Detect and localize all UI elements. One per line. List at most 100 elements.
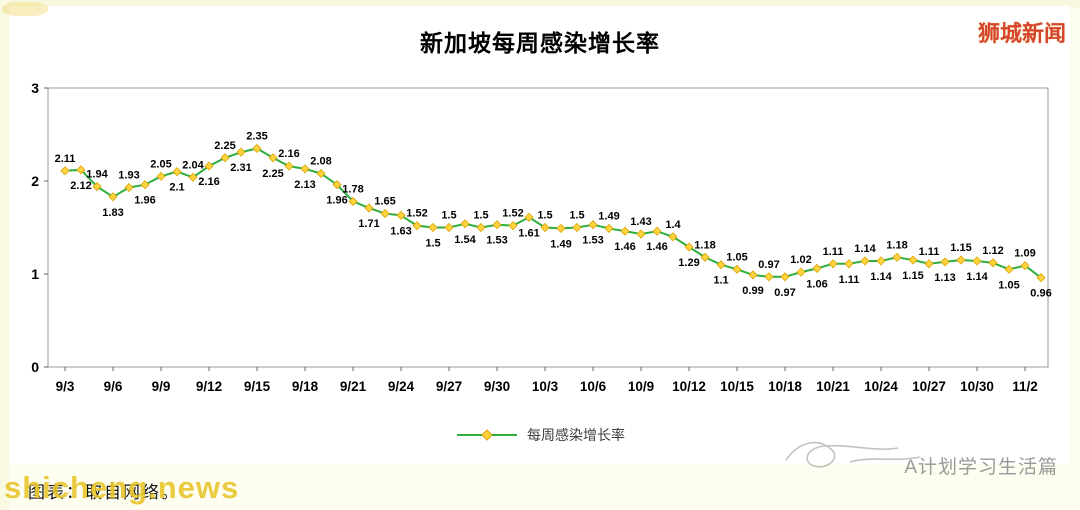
brand-top-right: 狮城新闻 — [977, 21, 1066, 46]
svg-text:0.97: 0.97 — [774, 287, 795, 299]
page-edge-tint-left — [0, 0, 9, 510]
svg-text:10/3: 10/3 — [532, 379, 559, 394]
svg-text:9/18: 9/18 — [292, 379, 319, 394]
legend-line-marker-icon — [457, 429, 517, 441]
svg-text:1.53: 1.53 — [582, 235, 603, 247]
svg-text:9/27: 9/27 — [436, 379, 462, 394]
svg-text:1.18: 1.18 — [694, 239, 715, 251]
svg-text:1.52: 1.52 — [406, 208, 427, 220]
svg-text:1.49: 1.49 — [598, 210, 619, 222]
svg-text:1.52: 1.52 — [502, 208, 523, 220]
svg-text:1.15: 1.15 — [902, 270, 923, 282]
chart-title: 新加坡每周感染增长率 — [420, 30, 660, 56]
svg-text:1.15: 1.15 — [950, 242, 971, 254]
svg-text:9/12: 9/12 — [196, 379, 222, 394]
svg-text:9/6: 9/6 — [104, 379, 123, 394]
svg-text:1.06: 1.06 — [806, 278, 827, 290]
svg-text:0.99: 0.99 — [742, 285, 763, 297]
svg-text:1.4: 1.4 — [665, 219, 681, 231]
signature-scribble-decoration — [785, 441, 921, 468]
svg-text:2.08: 2.08 — [310, 156, 331, 168]
svg-text:1.94: 1.94 — [86, 169, 108, 181]
svg-text:1.53: 1.53 — [486, 235, 507, 247]
svg-text:9/24: 9/24 — [388, 379, 415, 394]
svg-text:1.09: 1.09 — [1014, 248, 1035, 260]
svg-text:0.97: 0.97 — [758, 259, 779, 271]
chart-legend: 每周感染增长率 — [0, 425, 1080, 445]
svg-text:1.18: 1.18 — [886, 239, 907, 251]
svg-text:10/6: 10/6 — [580, 379, 607, 394]
svg-text:1.14: 1.14 — [966, 271, 988, 283]
svg-text:1.14: 1.14 — [854, 243, 876, 255]
svg-text:1.71: 1.71 — [358, 218, 379, 230]
svg-text:1.61: 1.61 — [518, 227, 539, 239]
svg-text:10/27: 10/27 — [912, 379, 946, 394]
watermark-shicheng: shicheng.news — [4, 470, 240, 505]
svg-text:2.25: 2.25 — [262, 168, 283, 180]
svg-text:1.96: 1.96 — [326, 195, 347, 207]
legend-label: 每周感染增长率 — [527, 427, 625, 443]
svg-text:10/21: 10/21 — [816, 379, 850, 394]
svg-text:1.46: 1.46 — [646, 241, 667, 253]
footer-brand: A计划学习生活篇 — [904, 452, 1058, 479]
svg-text:1.83: 1.83 — [102, 207, 123, 219]
svg-text:1.65: 1.65 — [374, 196, 395, 208]
svg-text:3: 3 — [31, 80, 39, 96]
svg-text:2.1: 2.1 — [169, 182, 184, 194]
svg-text:1.11: 1.11 — [839, 274, 860, 286]
line-chart: 0 1 2 3 9/3 9/6 9/9 9/12 9/15 9/18 9/21 9/24 9/27 9/3… — [31, 80, 1052, 394]
svg-text:2.16: 2.16 — [198, 176, 219, 188]
svg-text:9/21: 9/21 — [340, 379, 367, 394]
svg-text:1.02: 1.02 — [790, 254, 811, 266]
svg-text:0: 0 — [31, 359, 39, 375]
svg-text:1: 1 — [31, 266, 39, 282]
svg-text:10/24: 10/24 — [864, 379, 898, 394]
page-edge-tint-top — [0, 0, 1080, 8]
svg-text:1.05: 1.05 — [726, 251, 747, 263]
svg-text:1.78: 1.78 — [342, 183, 363, 195]
svg-text:1.13: 1.13 — [934, 272, 955, 284]
svg-text:1.5: 1.5 — [473, 210, 488, 222]
svg-text:1.12: 1.12 — [982, 245, 1003, 257]
svg-text:2.13: 2.13 — [294, 179, 315, 191]
svg-text:2.25: 2.25 — [214, 140, 235, 152]
svg-text:1.5: 1.5 — [537, 210, 552, 222]
svg-text:1.5: 1.5 — [441, 210, 456, 222]
svg-text:1.46: 1.46 — [614, 241, 635, 253]
source-caption: 图表：取自网络。 — [28, 483, 180, 502]
svg-text:1.93: 1.93 — [118, 170, 139, 182]
svg-text:10/9: 10/9 — [628, 379, 654, 394]
svg-text:2.12: 2.12 — [70, 180, 91, 192]
svg-text:9/15: 9/15 — [244, 379, 271, 394]
svg-text:1.63: 1.63 — [390, 225, 411, 237]
svg-text:1.1: 1.1 — [713, 275, 728, 287]
svg-text:2.35: 2.35 — [246, 130, 267, 142]
svg-text:1.49: 1.49 — [550, 238, 571, 250]
svg-text:1.11: 1.11 — [919, 246, 940, 258]
svg-text:1.5: 1.5 — [425, 238, 440, 250]
svg-text:2.16: 2.16 — [278, 148, 299, 160]
svg-text:1.5: 1.5 — [569, 210, 584, 222]
svg-text:10/15: 10/15 — [720, 379, 754, 394]
footer-brand-label: A计划学习生活篇 — [904, 457, 1058, 478]
svg-text:2.04: 2.04 — [182, 159, 204, 171]
svg-text:10/18: 10/18 — [768, 379, 802, 394]
svg-text:1.11: 1.11 — [823, 246, 844, 258]
svg-text:0.96: 0.96 — [1030, 288, 1051, 300]
svg-text:1.43: 1.43 — [630, 216, 651, 228]
svg-text:1.96: 1.96 — [134, 195, 155, 207]
svg-text:1.05: 1.05 — [998, 279, 1019, 291]
svg-text:9/3: 9/3 — [56, 379, 75, 394]
svg-text:2.11: 2.11 — [55, 153, 76, 165]
svg-text:10/12: 10/12 — [672, 379, 706, 394]
svg-text:2: 2 — [31, 173, 39, 189]
svg-text:2.31: 2.31 — [230, 162, 251, 174]
svg-text:9/9: 9/9 — [152, 379, 171, 394]
svg-text:9/30: 9/30 — [484, 379, 510, 394]
svg-text:2.05: 2.05 — [150, 158, 171, 170]
svg-text:1.29: 1.29 — [678, 257, 699, 269]
svg-text:1.14: 1.14 — [870, 271, 892, 283]
svg-text:10/30: 10/30 — [960, 379, 994, 394]
svg-text:1.54: 1.54 — [454, 234, 476, 246]
svg-text:11/2: 11/2 — [1012, 379, 1038, 394]
